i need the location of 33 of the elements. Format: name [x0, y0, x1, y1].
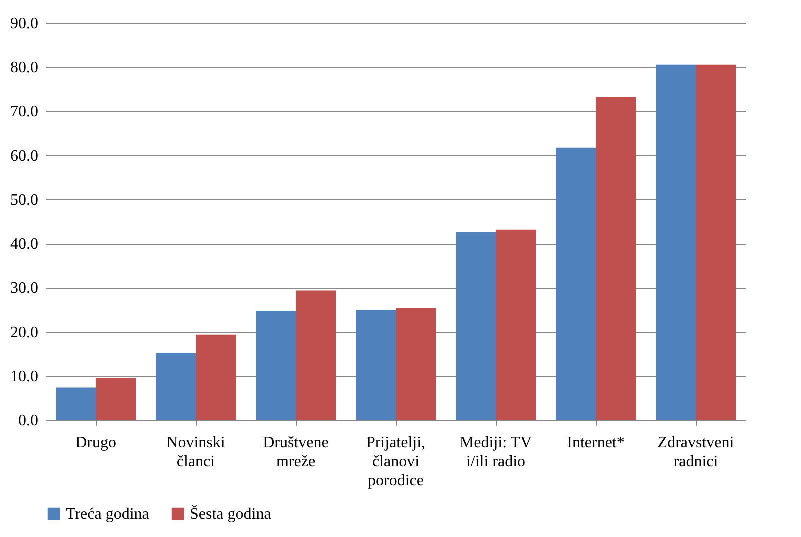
legend-label: Šesta godina: [190, 505, 272, 523]
y-tick-label: 0.0: [18, 412, 38, 430]
y-tick-label: 20.0: [10, 324, 38, 342]
legend-label: Treća godina: [66, 506, 150, 523]
y-tick-label: 70.0: [10, 104, 38, 121]
bar: [656, 64, 696, 420]
bar: [356, 310, 396, 420]
y-tick-label: 80.0: [10, 60, 38, 77]
y-tick-label: 60.0: [10, 148, 38, 165]
y-tick-label: 50.0: [10, 192, 38, 209]
x-tick-label: Zdravstveni radnici: [658, 434, 735, 470]
bar: [496, 230, 536, 420]
bar: [196, 334, 236, 420]
y-tick-label: 10.0: [10, 368, 38, 386]
x-tick-label: Novinski članci: [166, 434, 226, 470]
bar: [296, 290, 336, 420]
bar: [696, 64, 736, 420]
bar: [56, 388, 96, 420]
x-tick-label: Internet*: [567, 434, 625, 452]
x-tick-label: Drugo: [76, 434, 116, 452]
x-tick-label: Mediji: TV i/ili radio: [460, 434, 533, 470]
bar: [156, 352, 196, 420]
x-tick-label: Prijatelji, članovi porodice: [366, 434, 426, 490]
bar: [396, 308, 436, 420]
y-tick-label: 90.0: [10, 16, 38, 32]
y-tick-label: 30.0: [10, 280, 38, 298]
x-tick-label: Društvene mreže: [263, 434, 329, 470]
y-tick-label: 40.0: [10, 236, 38, 254]
bar: [256, 311, 296, 420]
bar: [456, 232, 496, 420]
bar: [556, 148, 596, 420]
bar: [596, 97, 636, 420]
bar: [96, 378, 136, 420]
